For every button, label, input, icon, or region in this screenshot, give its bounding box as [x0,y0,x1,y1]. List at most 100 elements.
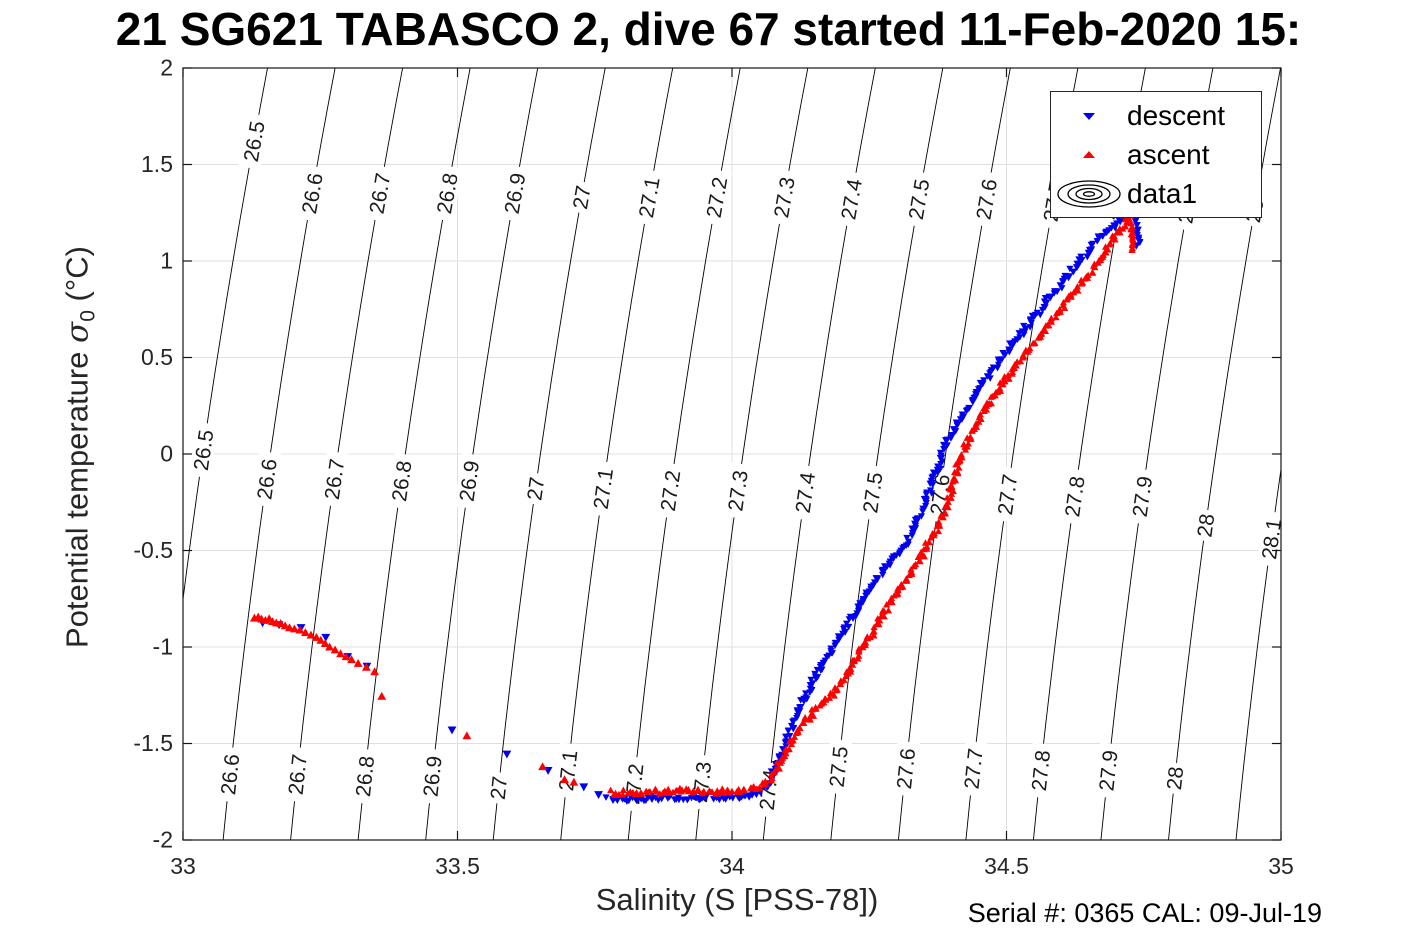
svg-text:26.7: 26.7 [285,753,312,796]
contour-label: 27.4 [835,170,867,228]
svg-text:26.6: 26.6 [298,171,328,215]
svg-text:27.4: 27.4 [837,177,867,222]
contour-label: 26.5 [188,421,218,479]
legend-label-ascent: ascent [1127,138,1210,170]
legend-item-descent: descent [1051,100,1261,132]
legend-label-data1: data1 [1127,177,1198,209]
svg-text:27.5: 27.5 [859,471,887,515]
svg-text:27.7: 27.7 [994,473,1022,517]
contour-label: 27 [567,180,596,215]
contour-label: 26.6 [252,450,282,508]
svg-text:27.1: 27.1 [590,467,618,511]
contour-label: 27.3 [768,168,800,226]
svg-text:26.6: 26.6 [253,457,282,501]
contour-rings-icon [1057,179,1121,208]
contour-label: 27 [522,471,549,506]
contour-label: 27.6 [891,740,920,797]
y-tick-label: 1.5 [141,151,173,177]
svg-text:27.1: 27.1 [635,175,665,219]
svg-text:28: 28 [1163,765,1188,791]
svg-text:26.6: 26.6 [217,753,244,796]
triangle-down-icon [1083,112,1095,120]
legend-marker [1051,147,1127,163]
contour-label: 27.5 [824,738,853,795]
contour-label: 27.9 [1094,742,1123,799]
contour-label: 28 [1162,761,1188,795]
contour-label: 26.9 [418,748,447,805]
svg-text:27.7: 27.7 [961,747,988,790]
contour-label: 26.7 [319,450,350,508]
svg-text:27.3: 27.3 [724,469,752,513]
contour-label: 26.7 [364,164,396,222]
svg-text:27.3: 27.3 [770,175,800,219]
svg-text:26.5: 26.5 [240,119,270,163]
y-tick-label: -2 [153,827,173,853]
contour-label: 26.6 [216,746,244,803]
svg-text:28.1: 28.1 [1258,517,1286,561]
svg-text:27: 27 [487,775,512,801]
contour-label: 27.4 [790,464,820,521]
axes-box [182,67,1282,841]
svg-text:26.8: 26.8 [433,171,463,215]
x-tick-label: 34.5 [984,853,1029,879]
contour-label: 27.1 [633,168,665,226]
y-tick-label: -1.5 [133,730,173,756]
y-axis-label: Potential temperature σ0 (°C) [59,246,100,648]
y-tick-label: 1 [160,248,173,274]
contour-label: 27.8 [1059,468,1090,525]
x-tick-label: 35 [1268,853,1294,879]
contour-label: 27.1 [588,460,618,517]
y-tick-label: 0 [160,441,173,467]
contour-label: 27.5 [903,170,935,228]
contour-label: 27.8 [1026,742,1055,799]
contour-label: 26.6 [296,164,328,222]
svg-text:27.9: 27.9 [1129,475,1157,519]
svg-text:27.8: 27.8 [1028,749,1055,792]
x-tick-label: 33 [170,853,196,879]
contour-label: 26.9 [499,164,530,222]
y-tick-label: -1 [153,634,173,660]
serial-cal-annotation: Serial #: 0365 CAL: 09-Jul-19 [967,898,1322,928]
contour-label: 26.7 [283,746,312,803]
contour-label: 27.7 [992,466,1022,523]
contour-label: 27.2 [701,168,733,226]
svg-text:26.9: 26.9 [419,755,446,798]
legend-item-ascent: ascent [1051,139,1261,171]
y-tick-label: 0.5 [141,344,173,370]
svg-text:26.8: 26.8 [352,755,379,798]
contour-label: 27.3 [687,754,716,811]
contour-label: 26.5 [238,112,270,170]
x-tick-label: 34 [719,853,745,879]
contour-label: 28.1 [1256,510,1286,568]
sigma-subscript: 0 [76,310,100,322]
tick-labels: 33 33.5 34 34.5 35 -2 -1.5 -1 -0.5 0 0.5 1 1.5 2 [133,55,1293,879]
svg-text:27.5: 27.5 [826,745,853,788]
svg-text:28: 28 [1193,512,1219,538]
y-tick-label: -0.5 [133,537,173,563]
y-axis-label-units: (°C) [59,246,95,311]
svg-text:26.8: 26.8 [388,459,417,503]
contour-label: 27.2 [620,755,648,813]
contour-label: 27.3 [723,462,753,519]
contour-label: 26.8 [431,164,463,222]
contour-label: 28 [1192,508,1219,543]
plot-title: 21 SG621 TABASCO 2, dive 67 started 11-F… [115,3,1302,55]
contour-label: 27.5 [857,464,888,521]
x-tick-label: 33.5 [435,853,480,879]
contour-label: 27 [485,771,512,805]
legend-label-descent: descent [1127,99,1226,131]
svg-text:26.9: 26.9 [456,459,485,503]
contour-label: 27.6 [970,170,1002,228]
legend: descent ascent data1 [1050,91,1262,218]
svg-text:27.5: 27.5 [905,177,935,221]
svg-text:27.6: 27.6 [893,747,920,790]
svg-text:26.7: 26.7 [366,171,396,215]
svg-text:27.2: 27.2 [703,175,733,219]
svg-text:27.6: 27.6 [972,177,1002,221]
contour-labels: 26.5 26.5 26.6 26.6 26.6 26.7 26.7 26.7 26.8 26.8… [188,112,1286,818]
svg-text:27.1: 27.1 [555,749,582,792]
svg-text:27: 27 [523,476,549,502]
svg-text:26.7: 26.7 [321,457,350,501]
contour-label: 27.7 [959,740,988,797]
